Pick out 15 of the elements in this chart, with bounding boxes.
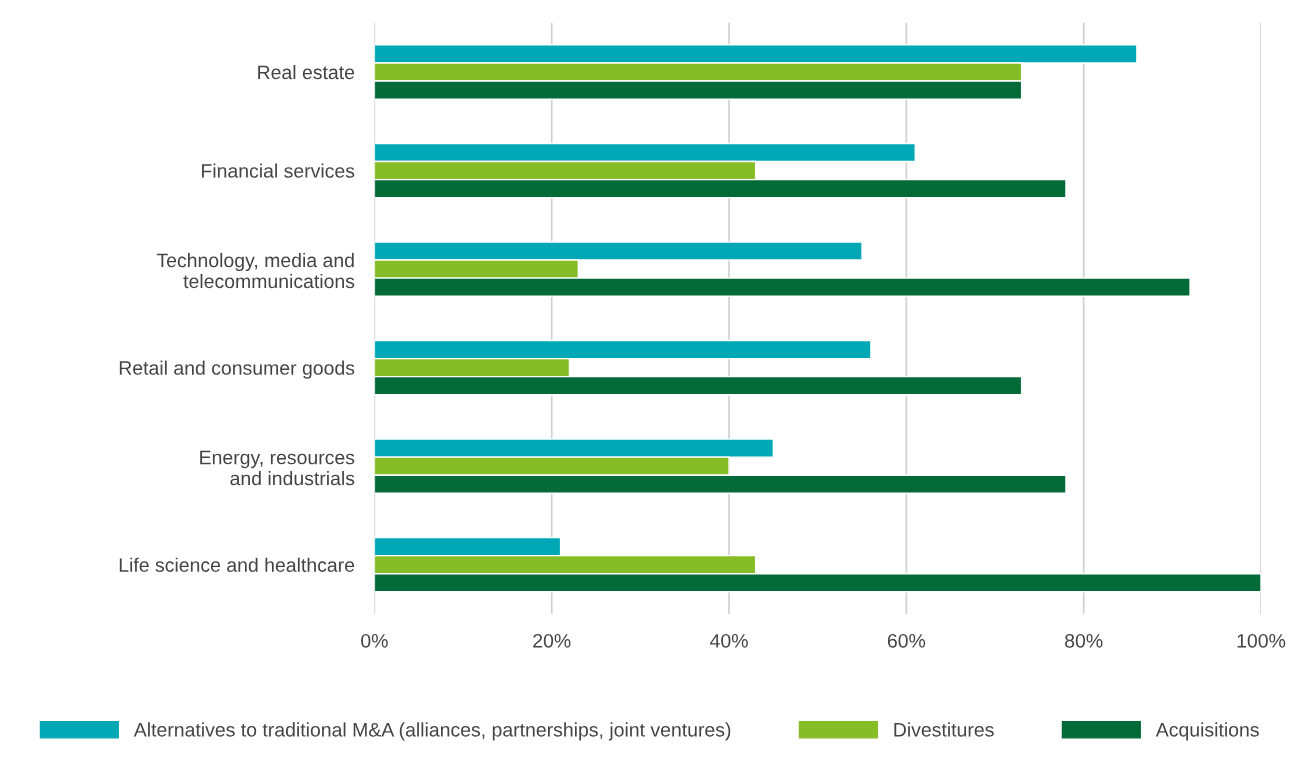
x-tick-label: 80% xyxy=(1065,633,1103,648)
y-tick-label: Financial services xyxy=(202,163,355,178)
x-tick-label: 40% xyxy=(710,633,748,648)
x-tick-label: 20% xyxy=(533,633,571,648)
legend-label: Acquisitions xyxy=(1155,722,1259,741)
x-tick-label: 0% xyxy=(361,633,388,648)
legend-label: Divestitures xyxy=(894,722,994,737)
y-tick-label: Life science and healthcare xyxy=(119,557,355,572)
y-tick-label: Real estate xyxy=(258,64,355,80)
x-tick-label: 60% xyxy=(887,633,926,648)
y-tick-label: Energy, resources and industrials xyxy=(200,450,355,486)
legend-label: Alternatives to traditional M&A (alliances, partnerships, joint ventures) xyxy=(133,722,731,741)
y-tick-label: Retail and consumer goods xyxy=(119,360,355,379)
x-tick-label: 100% xyxy=(1237,633,1286,648)
y-tick-label: Technology, media and telecommunications xyxy=(156,252,355,289)
